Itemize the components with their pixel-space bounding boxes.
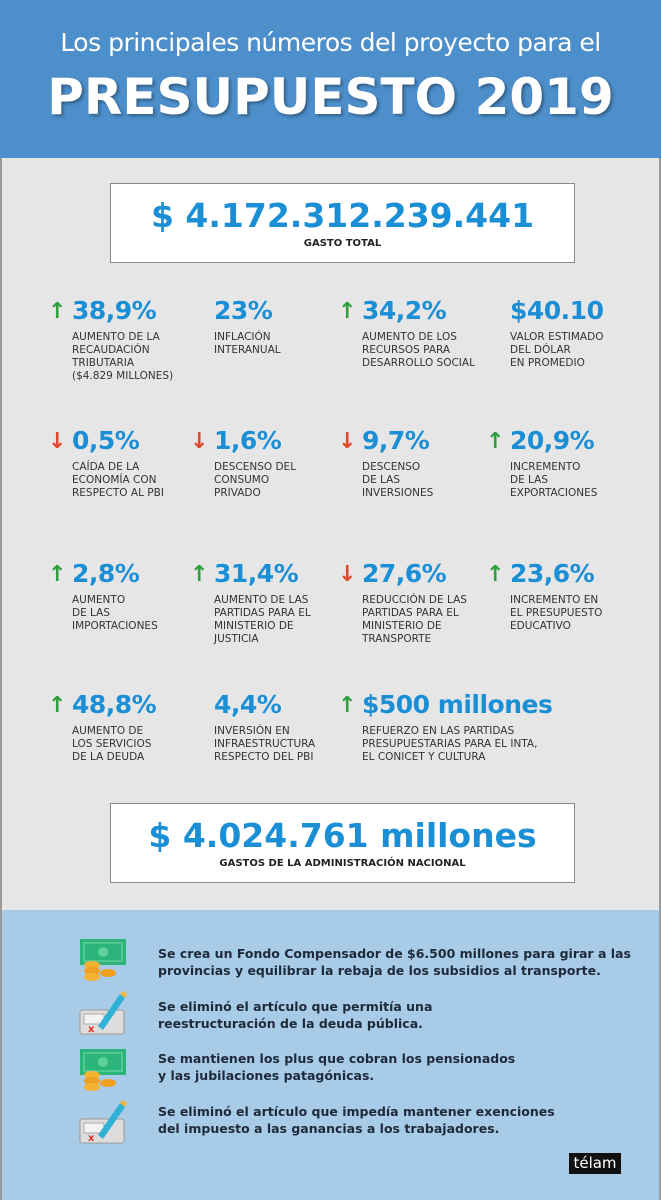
note-text: Se eliminó el artículo que permitía una … xyxy=(158,999,433,1031)
stat-item: 23% INFLACIÓN INTERANUAL xyxy=(214,296,364,357)
stat-item: 4,4% INVERSIÓN EN INFRAESTRUCTURA RESPECT… xyxy=(214,690,364,764)
arrow-up-icon: ↑ xyxy=(48,299,67,324)
stat-item: ↑ $500 millones REFUERZO EN LAS PARTIDAS P… xyxy=(338,690,622,764)
svg-text:x: x xyxy=(88,1133,95,1144)
stat-description: AUMENTO DE LOS RECURSOS PARA DESARROLLO … xyxy=(362,331,475,369)
stat-value: 20,9% xyxy=(510,426,595,455)
total-spending-label: GASTO TOTAL xyxy=(303,238,382,249)
arrow-up-icon: ↑ xyxy=(486,429,505,454)
arrow-up-icon: ↑ xyxy=(48,562,67,587)
stat-value: 23,6% xyxy=(510,559,595,588)
stats-section xyxy=(0,158,661,910)
admin-spending-value: $ 4.024.761 millones xyxy=(148,816,537,855)
stat-value: 38,9% xyxy=(72,296,157,325)
stat-description: VALOR ESTIMADO DEL DÓLAR EN PROMEDIO xyxy=(510,331,604,369)
admin-spending-box: $ 4.024.761 millones GASTOS DE LA ADMINI… xyxy=(110,803,575,883)
stat-value: 48,8% xyxy=(72,690,157,719)
arrow-up-icon: ↑ xyxy=(48,693,67,718)
svg-text:x: x xyxy=(88,1024,95,1035)
stat-description: REDUCCIÓN DE LAS PARTIDAS PARA EL MINIST… xyxy=(362,594,467,645)
stat-description: INCREMENTO DE LAS EXPORTACIONES xyxy=(510,461,598,499)
stat-value: 1,6% xyxy=(214,426,282,455)
stat-item: ↓ 0,5% CAÍDA DE LA ECONOMÍA CON RESPECTO A… xyxy=(48,426,222,500)
stat-value: 31,4% xyxy=(214,559,299,588)
stat-description: DESCENSO DE LAS INVERSIONES xyxy=(362,461,434,499)
stat-item: $40.10 VALOR ESTIMADO DEL DÓLAR EN PROMED… xyxy=(510,296,660,370)
admin-spending-label: GASTOS DE LA ADMINISTRACIÓN NACIONAL xyxy=(219,858,466,869)
header-title: PRESUPUESTO 2019 xyxy=(47,68,614,126)
stat-description: DESCENSO DEL CONSUMO PRIVADO xyxy=(214,461,297,499)
stat-item: ↑ 20,9% INCREMENTO DE LAS EXPORTACIONES xyxy=(486,426,660,500)
money-coins-icon xyxy=(78,937,128,983)
stat-description: INCREMENTO EN EL PRESUPUESTO EDUCATIVO xyxy=(510,594,603,632)
stat-description: INVERSIÓN EN INFRAESTRUCTURA RESPECTO DE… xyxy=(214,725,316,763)
total-spending-box: $ 4.172.312.239.441 GASTO TOTAL xyxy=(110,183,575,263)
header-subtitle: Los principales números del proyecto par… xyxy=(60,28,601,57)
money-coins-icon xyxy=(78,1047,128,1093)
stat-item: ↑ 2,8% AUMENTO DE LAS IMPORTACIONES xyxy=(48,559,222,633)
stat-item: ↑ 48,8% AUMENTO DE LOS SERVICIOS DE LA DEU… xyxy=(48,690,222,764)
arrow-down-icon: ↓ xyxy=(338,429,357,454)
stat-item: ↑ 34,2% AUMENTO DE LOS RECURSOS PARA DESAR… xyxy=(338,296,512,370)
note-text: Se eliminó el artículo que impedía mante… xyxy=(158,1104,555,1136)
stat-value: $500 millones xyxy=(362,690,553,719)
stat-value: 27,6% xyxy=(362,559,447,588)
note-text: Se mantienen los plus que cobran los pen… xyxy=(158,1051,516,1083)
stat-description: AUMENTO DE LAS PARTIDAS PARA EL MINISTER… xyxy=(214,594,311,645)
arrow-up-icon: ↑ xyxy=(486,562,505,587)
arrow-down-icon: ↓ xyxy=(48,429,67,454)
stat-description: REFUERZO EN LAS PARTIDAS PRESUPUESTARIAS… xyxy=(362,725,538,763)
stat-value: 4,4% xyxy=(214,690,282,719)
stat-value: 23% xyxy=(214,296,273,325)
document-pen-icon: x xyxy=(78,1099,128,1145)
stat-item: ↓ 27,6% REDUCCIÓN DE LAS PARTIDAS PARA EL … xyxy=(338,559,512,646)
stat-description: AUMENTO DE LAS IMPORTACIONES xyxy=(72,594,158,632)
note-text: Se crea un Fondo Compensador de $6.500 m… xyxy=(158,946,631,978)
stat-description: AUMENTO DE LA RECAUDACIÓN TRIBUTARIA ($4… xyxy=(72,331,174,382)
telam-logo: télam xyxy=(569,1153,621,1174)
arrow-up-icon: ↑ xyxy=(190,562,209,587)
total-spending-value: $ 4.172.312.239.441 xyxy=(150,196,535,235)
arrow-up-icon: ↑ xyxy=(338,299,357,324)
stat-description: INFLACIÓN INTERANUAL xyxy=(214,331,281,356)
stat-item: ↓ 9,7% DESCENSO DE LAS INVERSIONES xyxy=(338,426,512,500)
stat-item: ↓ 1,6% DESCENSO DEL CONSUMO PRIVADO xyxy=(190,426,364,500)
stat-item: ↑ 38,9% AUMENTO DE LA RECAUDACIÓN TRIBUTAR… xyxy=(48,296,222,383)
stat-value: 34,2% xyxy=(362,296,447,325)
stat-description: AUMENTO DE LOS SERVICIOS DE LA DEUDA xyxy=(72,725,152,763)
document-pen-icon: x xyxy=(78,990,128,1036)
stat-value: 9,7% xyxy=(362,426,430,455)
arrow-down-icon: ↓ xyxy=(190,429,209,454)
stat-item: ↑ 31,4% AUMENTO DE LAS PARTIDAS PARA EL MI… xyxy=(190,559,364,646)
stat-description: CAÍDA DE LA ECONOMÍA CON RESPECTO AL PBI xyxy=(72,461,164,499)
stat-value: 2,8% xyxy=(72,559,140,588)
stat-value: 0,5% xyxy=(72,426,140,455)
arrow-down-icon: ↓ xyxy=(338,562,357,587)
stat-item: ↑ 23,6% INCREMENTO EN EL PRESUPUESTO EDUCA… xyxy=(486,559,660,633)
arrow-up-icon: ↑ xyxy=(338,693,357,718)
header: Los principales números del proyecto par… xyxy=(0,0,661,158)
stat-value: $40.10 xyxy=(510,296,604,325)
